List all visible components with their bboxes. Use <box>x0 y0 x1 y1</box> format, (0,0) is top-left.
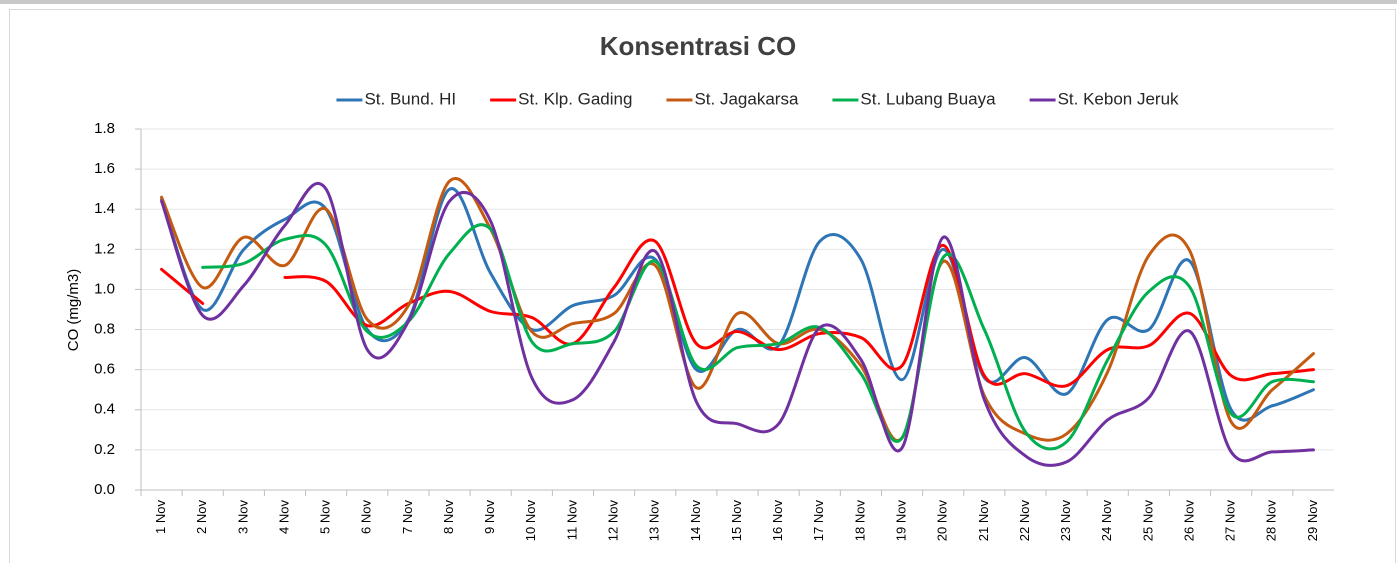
x-tick-label: 25 Nov <box>1140 500 1155 542</box>
x-tick-label: 18 Nov <box>852 500 867 542</box>
x-tick-label: 8 Nov <box>441 500 456 534</box>
y-tick-label: 0.8 <box>94 321 115 338</box>
x-tick-label: 7 Nov <box>400 500 415 534</box>
y-tick-label: 1.6 <box>94 160 115 177</box>
y-tick-label: 0.4 <box>94 401 115 418</box>
x-tick-label: 15 Nov <box>729 500 744 542</box>
x-tick-label: 12 Nov <box>606 500 621 542</box>
x-tick-label: 3 Nov <box>235 500 250 534</box>
y-tick-label: 0.6 <box>94 361 115 378</box>
series-line <box>160 177 1315 442</box>
legend-label: St. Lubang Buaya <box>860 89 996 108</box>
legend-label: St. Jagakarsa <box>694 89 798 108</box>
x-tick-label: 2 Nov <box>194 500 209 534</box>
x-tick-label: 4 Nov <box>276 500 291 534</box>
legend-label: St. Klp. Gading <box>518 89 632 108</box>
x-tick-label: 21 Nov <box>976 500 991 542</box>
chart-border <box>9 9 1396 563</box>
x-tick-label: 22 Nov <box>1017 500 1032 542</box>
y-tick-label: 0.2 <box>94 441 115 458</box>
x-tick-label: 27 Nov <box>1223 500 1238 542</box>
legend-label: St. Bund. HI <box>364 89 456 108</box>
x-tick-label: 26 Nov <box>1181 500 1196 542</box>
y-tick-label: 0.0 <box>94 481 115 498</box>
x-tick-label: 10 Nov <box>523 500 538 542</box>
x-tick-label: 11 Nov <box>564 500 579 541</box>
chart-title: Konsentrasi CO <box>600 31 797 61</box>
x-tick-label: 23 Nov <box>1058 500 1073 542</box>
x-tick-label: 28 Nov <box>1264 500 1279 542</box>
y-tick-label: 1.8 <box>94 120 115 137</box>
x-tick-label: 1 Nov <box>153 500 168 534</box>
x-tick-label: 24 Nov <box>1099 500 1114 542</box>
x-tick-label: 20 Nov <box>935 500 950 542</box>
x-tick-label: 14 Nov <box>688 500 703 542</box>
y-tick-label: 1.0 <box>94 280 115 297</box>
series-line <box>160 187 1315 422</box>
x-tick-label: 9 Nov <box>482 500 497 534</box>
y-axis-label: CO (mg/m3) <box>65 269 82 352</box>
x-tick-label: 13 Nov <box>647 500 662 542</box>
x-tick-label: 29 Nov <box>1305 500 1320 542</box>
legend-label: St. Kebon Jeruk <box>1058 89 1179 108</box>
series-line <box>160 181 1315 467</box>
y-tick-label: 1.4 <box>94 200 115 217</box>
x-tick-label: 19 Nov <box>893 500 908 542</box>
frame-top <box>0 0 1397 4</box>
y-tick-label: 1.2 <box>94 240 115 257</box>
x-tick-label: 6 Nov <box>359 500 374 534</box>
x-tick-label: 5 Nov <box>318 500 333 534</box>
x-tick-label: 16 Nov <box>770 500 785 542</box>
x-tick-label: 17 Nov <box>811 500 826 542</box>
